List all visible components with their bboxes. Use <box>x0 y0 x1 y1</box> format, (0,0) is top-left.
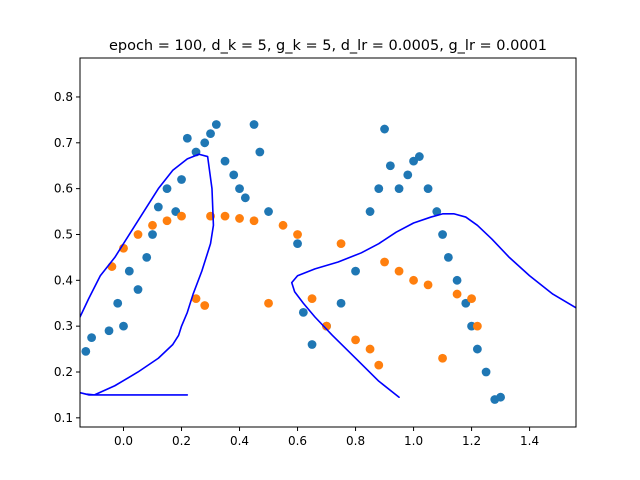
scatter-point-series-1 <box>438 353 447 363</box>
scatter-point-series-0 <box>182 133 192 143</box>
scatter-point-series-0 <box>87 333 96 343</box>
scatter-point-series-1 <box>394 266 404 276</box>
y-tick-label: 0.6 <box>54 182 73 196</box>
x-tick-label: 1.4 <box>520 434 539 448</box>
scatter-point-series-0 <box>249 120 259 129</box>
x-tick-label: 0.4 <box>230 434 249 448</box>
x-tick-label: 0.6 <box>288 434 307 448</box>
scatter-point-series-1 <box>220 211 230 221</box>
y-tick-label: 0.3 <box>54 319 73 333</box>
scatter-point-series-0 <box>394 184 404 194</box>
scatter-point-series-0 <box>124 266 134 276</box>
scatter-point-series-0 <box>162 184 172 194</box>
x-tick-label: 1.2 <box>462 434 481 448</box>
scatter-point-series-0 <box>385 161 395 171</box>
scatter-point-series-0 <box>133 285 143 294</box>
scatter-point-series-0 <box>438 230 447 239</box>
scatter-point-series-0 <box>153 202 163 212</box>
scatter-point-series-0 <box>220 156 230 166</box>
scatter-point-series-1 <box>336 239 346 249</box>
scatter-point-series-0 <box>235 184 244 194</box>
chart-title: epoch = 100, d_k = 5, g_k = 5, d_lr = 0.… <box>109 38 547 54</box>
y-tick-label: 0.5 <box>54 227 73 241</box>
decision-curve-line-3 <box>290 213 576 398</box>
decision-curve-line-2 <box>80 153 215 396</box>
scatter-point-series-0 <box>380 124 389 134</box>
scatter-point-series-0 <box>264 207 273 216</box>
y-tick-label: 0.1 <box>54 411 73 425</box>
scatter-point-series-1 <box>107 262 117 271</box>
plot-area <box>80 120 576 404</box>
x-tick-label: 0.2 <box>172 434 191 448</box>
y-tick-label: 0.2 <box>54 365 73 379</box>
scatter-point-series-0 <box>119 321 128 331</box>
scatter-point-series-0 <box>414 152 424 161</box>
scatter-point-series-0 <box>177 175 186 184</box>
scatter-point-series-1 <box>148 220 157 230</box>
axes-frame <box>79 57 577 428</box>
scatter-point-series-0 <box>142 253 152 262</box>
scatter-point-series-1 <box>293 230 302 239</box>
y-tick-label: 0.4 <box>54 273 73 287</box>
scatter-point-series-0 <box>255 147 265 157</box>
scatter-point-series-1 <box>177 211 186 221</box>
scatter-point-series-1 <box>249 216 259 226</box>
scatter-point-series-1 <box>374 360 384 370</box>
scatter-point-series-0 <box>423 184 433 194</box>
scatter-point-series-1 <box>162 216 172 226</box>
y-tick-label: 0.8 <box>54 90 73 104</box>
scatter-point-series-0 <box>307 340 317 349</box>
scatter-point-series-0 <box>229 170 239 180</box>
x-tick-label: 0.0 <box>114 434 133 448</box>
scatter-point-series-1 <box>380 257 389 267</box>
scatter-point-series-1 <box>200 301 210 310</box>
scatter-point-series-0 <box>206 129 215 139</box>
scatter-point-series-0 <box>200 138 210 148</box>
scatter-point-series-0 <box>472 344 482 354</box>
scatter-point-series-0 <box>293 239 302 249</box>
scatter-point-series-0 <box>351 266 360 276</box>
scatter-point-series-1 <box>472 321 482 331</box>
scatter-point-series-0 <box>403 170 413 180</box>
scatter-point-series-0 <box>432 207 442 216</box>
scatter-point-series-0 <box>374 184 384 194</box>
scatter-point-series-0 <box>81 346 91 356</box>
scatter-point-series-0 <box>211 120 221 129</box>
scatter-point-series-1 <box>351 335 360 345</box>
x-tick-label: 1.0 <box>404 434 423 448</box>
y-tick-label: 0.7 <box>54 136 73 150</box>
scatter-point-series-0 <box>452 275 462 285</box>
scatter-point-series-0 <box>148 230 157 239</box>
scatter-point-series-1 <box>264 298 273 308</box>
scatter-point-series-0 <box>496 392 505 402</box>
scatter-point-series-1 <box>133 230 143 239</box>
scatter-point-series-1 <box>365 344 375 354</box>
scatter-point-series-1 <box>235 214 244 223</box>
scatter-point-series-0 <box>240 193 250 203</box>
scatter-point-series-1 <box>191 294 201 304</box>
scatter-point-series-0 <box>336 298 346 308</box>
scatter-point-series-1 <box>423 280 433 290</box>
scatter-point-series-0 <box>298 308 308 317</box>
scatter-point-series-0 <box>113 298 123 308</box>
scatter-point-series-1 <box>467 294 476 304</box>
scatter-point-series-0 <box>443 253 453 262</box>
scatter-point-series-1 <box>307 294 317 304</box>
scatter-point-series-0 <box>104 326 114 336</box>
scatter-point-series-1 <box>278 220 288 230</box>
scatter-point-series-0 <box>481 367 491 377</box>
scatter-point-series-1 <box>409 275 418 285</box>
scatter-point-series-1 <box>452 289 462 299</box>
axes: 0.0 0.2 0.4 0.6 0.8 1.0 1.2 1.4 0.1 0.2 0.3 0.4 0.5 0… <box>54 57 577 448</box>
x-tick-label: 0.8 <box>346 434 365 448</box>
scatter-point-series-0 <box>365 207 375 216</box>
scatter-point-series-1 <box>322 321 331 331</box>
